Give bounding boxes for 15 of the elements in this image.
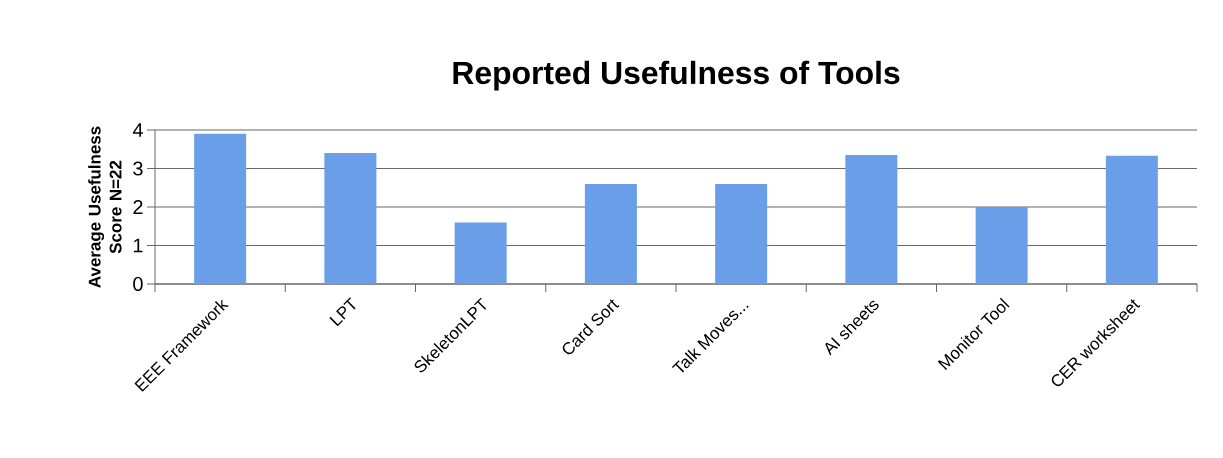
- bar: [584, 183, 637, 284]
- bar: [454, 222, 507, 284]
- bar: [1105, 155, 1158, 284]
- y-axis-title: Average Usefulness Score N=22: [88, 126, 122, 288]
- y-tick-label: 4: [132, 123, 143, 137]
- bar: [845, 155, 898, 284]
- bar: [324, 153, 377, 284]
- chart-title: Reported Usefulness of Tools: [453, 60, 900, 91]
- bar: [715, 183, 768, 284]
- y-tick-label: 1: [133, 238, 143, 253]
- y-tick-label: 0: [133, 276, 143, 292]
- y-tick-label: 2: [133, 200, 143, 214]
- bar: [194, 133, 247, 284]
- y-tick-label: 3: [133, 161, 143, 176]
- bar: [975, 206, 1028, 284]
